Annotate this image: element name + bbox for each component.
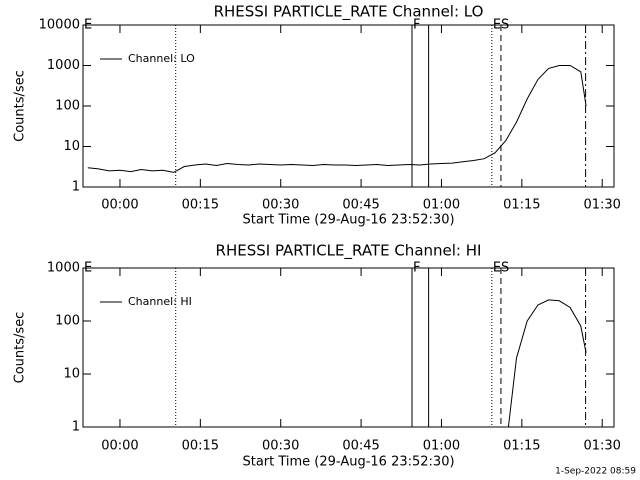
y-axis-label: Counts/sec (13, 70, 28, 142)
x-tick-label: 01:15 (503, 439, 540, 454)
annotation: ES (493, 261, 509, 276)
annotation: ES (493, 18, 509, 33)
x-tick-label: 00:30 (262, 198, 299, 213)
annotation: F (413, 261, 420, 276)
legend-label: Channel: HI (128, 295, 192, 308)
chart-title: RHESSI PARTICLE_RATE Channel: LO (214, 3, 484, 22)
footer: 1-Sep-2022 08:59 (555, 467, 636, 477)
y-tick-label: 100 (55, 99, 80, 114)
annotation: E (84, 261, 92, 276)
x-tick-label: 00:45 (342, 439, 379, 454)
x-tick-label: 00:30 (262, 439, 299, 454)
x-tick-label: 01:00 (423, 198, 460, 213)
series-line (87, 65, 587, 173)
x-tick-label: 00:45 (342, 198, 379, 213)
y-tick-label: 10 (63, 139, 80, 154)
x-tick-label: 00:15 (182, 439, 219, 454)
x-tick-label: 00:00 (101, 439, 138, 454)
plot-frame (82, 24, 615, 188)
y-tick-label: 10000 (39, 18, 80, 33)
annotation: E (84, 18, 92, 33)
x-tick-label: 01:15 (503, 198, 540, 213)
x-axis-label: Start Time (29-Aug-16 23:52:30) (242, 213, 454, 228)
y-axis-label: Counts/sec (13, 312, 28, 384)
chart-title: RHESSI PARTICLE_RATE Channel: HI (216, 242, 482, 261)
x-axis-label: Start Time (29-Aug-16 23:52:30) (242, 455, 454, 470)
x-tick-label: 01:30 (583, 198, 620, 213)
y-tick-label: 1000 (47, 261, 80, 276)
x-tick-label: 00:15 (182, 198, 219, 213)
x-tick-label: 00:00 (101, 198, 138, 213)
y-tick-label: 1 (72, 180, 80, 195)
series-line (507, 299, 587, 427)
x-tick-label: 01:30 (583, 439, 620, 454)
y-tick-label: 100 (55, 314, 80, 329)
annotation: F (413, 18, 420, 33)
y-tick-label: 1000 (47, 58, 80, 73)
y-tick-label: 1 (72, 420, 80, 435)
legend-label: Channel: LO (128, 52, 195, 65)
plot-frame (82, 267, 615, 428)
x-tick-label: 01:00 (423, 439, 460, 454)
y-tick-label: 10 (63, 367, 80, 382)
